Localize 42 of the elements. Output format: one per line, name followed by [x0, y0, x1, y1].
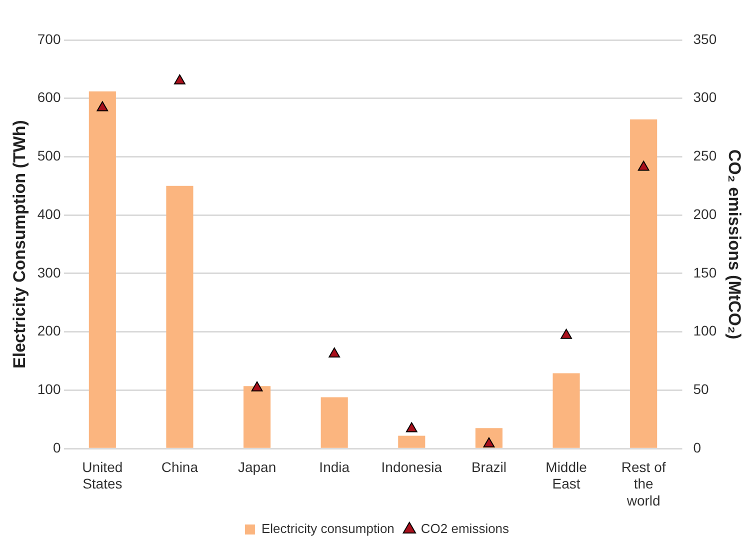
y-tick-label: 200: [37, 322, 61, 339]
y2-tick-label: 50: [693, 381, 710, 398]
x-tick-label: India: [319, 458, 350, 475]
bar: [320, 397, 348, 448]
y2-tick-label: 300: [693, 89, 717, 106]
bar: [88, 91, 116, 448]
bar: [244, 386, 271, 448]
y-tick-label: 300: [37, 264, 61, 280]
bar: [398, 436, 426, 448]
bar: [552, 373, 580, 448]
y-tick-label: 400: [37, 206, 61, 222]
y2-tick-label: 200: [693, 206, 717, 222]
y-tick-label: 600: [37, 89, 61, 106]
point: [406, 422, 418, 432]
y-tick-label: 0: [52, 439, 61, 456]
point: [638, 160, 650, 171]
x-tick-label: Japan: [238, 458, 276, 475]
point: [251, 381, 263, 392]
x-tick-label: Rest of the world: [621, 458, 666, 508]
y-tick-label: 700: [37, 30, 61, 47]
y2-axis-title: CO₂ emissions (MtCO₂): [725, 149, 744, 340]
y2-tick-label: 100: [693, 322, 717, 339]
point: [328, 348, 340, 358]
legend-label: CO2 emissions: [420, 521, 510, 536]
legend-label: Electricity consumption: [261, 521, 394, 536]
x-tick-label: China: [161, 458, 198, 475]
x-tick-label: Indonesia: [381, 458, 442, 475]
x-tick-label: United States: [82, 458, 123, 492]
y-tick-label: 100: [37, 381, 61, 398]
point: [560, 328, 572, 339]
bar: [166, 186, 194, 448]
y2-tick-label: 250: [693, 148, 717, 164]
y-tick-label: 500: [37, 148, 61, 164]
y2-tick-label: 150: [693, 264, 717, 280]
y2-tick-label: 0: [693, 439, 702, 456]
y2-tick-label: 350: [693, 30, 717, 47]
y-axis-title: Electricity Consumption (TWh): [10, 120, 29, 368]
x-tick-label: Middle East: [546, 458, 588, 492]
bar: [630, 119, 658, 448]
point: [96, 101, 108, 112]
x-tick-label: Brazil: [471, 458, 506, 475]
point: [174, 74, 186, 84]
